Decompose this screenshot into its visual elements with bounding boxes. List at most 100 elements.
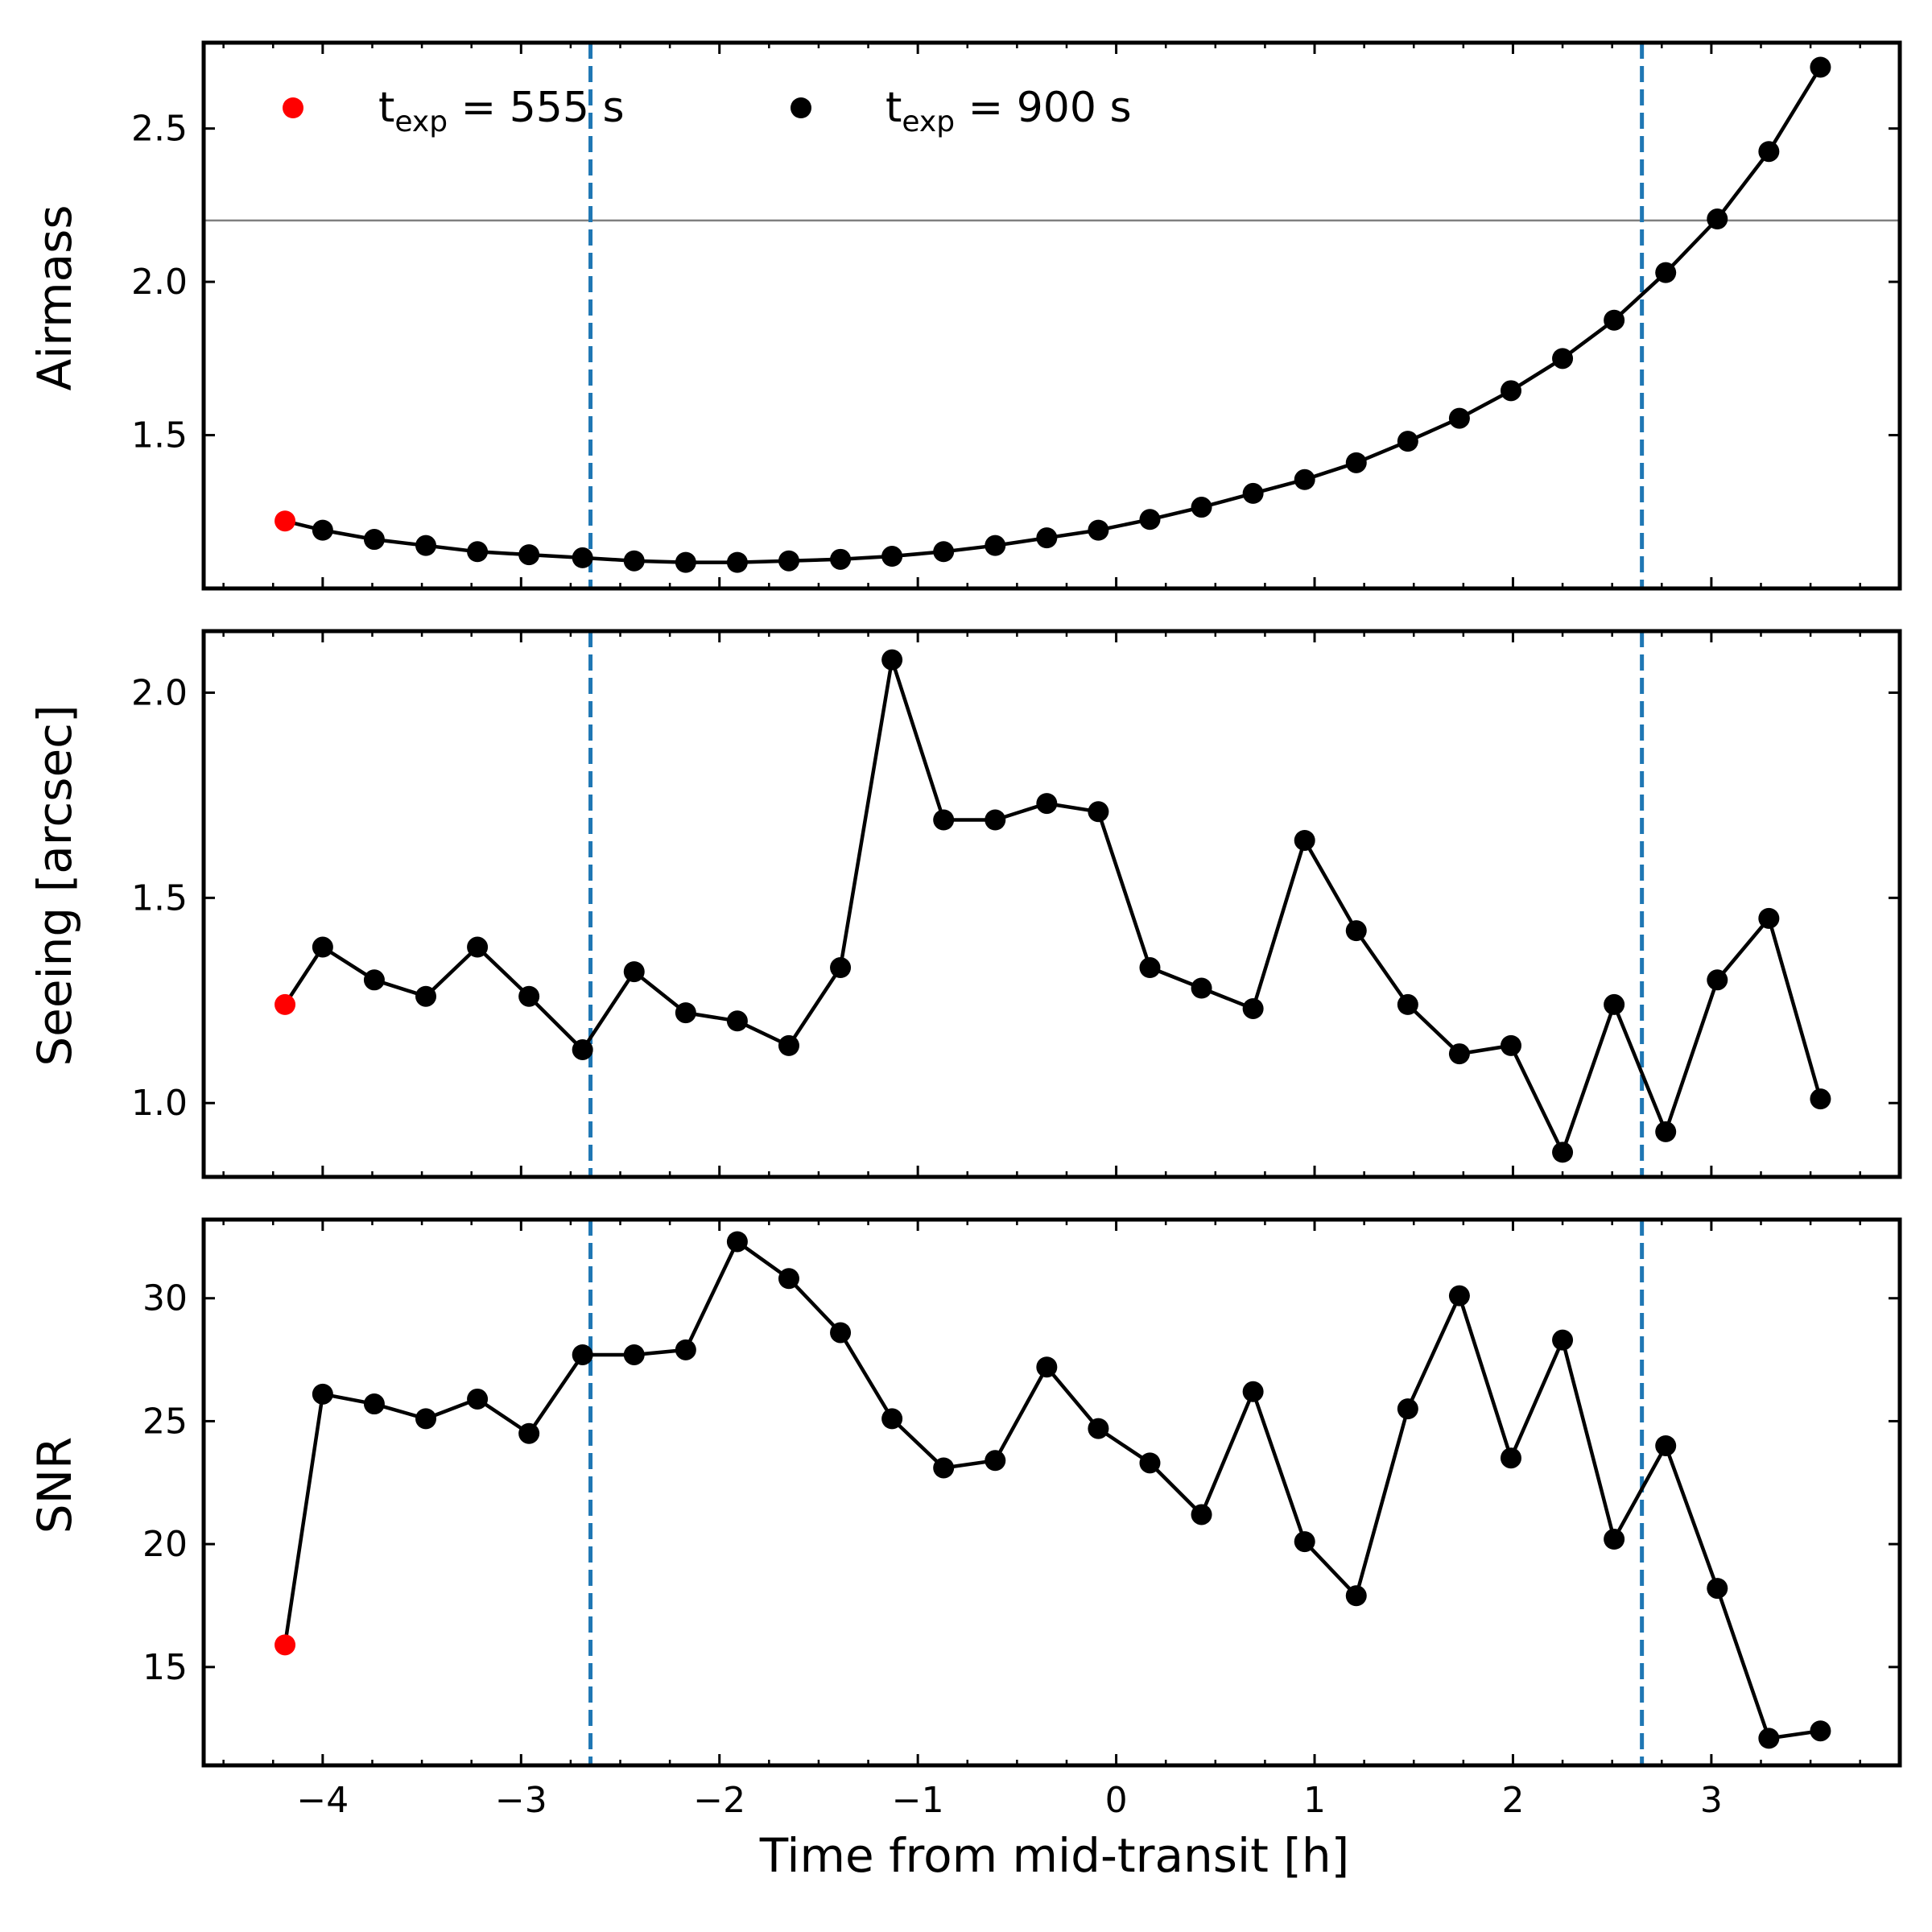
airmass-data-point [1242, 482, 1264, 504]
seeing-data-point [1242, 997, 1264, 1019]
snr-data-point [1758, 1728, 1780, 1749]
airmass-data-point [1397, 431, 1418, 452]
seeing-data-point [1036, 793, 1058, 815]
snr-data-point [1345, 1585, 1367, 1607]
seeing-data-point [985, 809, 1006, 831]
airmass-data-point [1758, 141, 1780, 163]
seeing-data-point [1397, 993, 1418, 1015]
snr-data-point [467, 1388, 489, 1410]
airmass-data-point [726, 551, 748, 573]
seeing-y-tick-label: 1.5 [131, 877, 188, 919]
snr-data-point [1552, 1329, 1574, 1351]
seeing-data-point [1345, 920, 1367, 942]
x-tick-label: 3 [1700, 1780, 1723, 1821]
snr-data-point [726, 1231, 748, 1253]
snr-data-point [881, 1408, 903, 1430]
snr-data-point [830, 1322, 852, 1344]
airmass-data-point [415, 535, 437, 556]
airmass-data-point [572, 547, 593, 568]
airmass-data-point [1139, 509, 1161, 530]
airmass-data-point [1707, 208, 1728, 230]
airmass-data-point [1810, 56, 1831, 78]
airmass-data-point [1294, 469, 1315, 490]
airmass-data-point [1655, 262, 1677, 283]
snr-data-point [572, 1344, 593, 1365]
x-tick-label: 2 [1501, 1780, 1524, 1821]
snr-y-tick-label: 15 [142, 1647, 188, 1688]
seeing-data-point [363, 969, 385, 991]
seeing-data-point [933, 809, 955, 831]
seeing-data-point [1552, 1141, 1574, 1163]
seeing-y-axis-label: Seeing [arcsec] [27, 704, 82, 1066]
x-tick-label: −2 [693, 1780, 745, 1821]
snr-data-point [1397, 1398, 1418, 1420]
seeing-data-point [1139, 957, 1161, 979]
seeing-panel: Seeing [arcsec] 1.0 1.5 2.0 [27, 629, 1902, 1179]
airmass-data-point [1552, 348, 1574, 369]
airmass-data-point [1036, 527, 1058, 549]
seeing-data-point [572, 1038, 593, 1060]
airmass-data-point [985, 535, 1006, 556]
airmass-data-point [1088, 519, 1109, 541]
seeing-data-point [1810, 1088, 1831, 1110]
airmass-data-point [881, 546, 903, 568]
airmass-data-point [1191, 497, 1212, 518]
snr-y-tick-label: 25 [142, 1401, 188, 1442]
seeing-data-point [1500, 1034, 1521, 1056]
snr-data-point [1604, 1529, 1625, 1550]
snr-data-point [623, 1344, 645, 1365]
snr-data-point [1707, 1578, 1728, 1600]
airmass-data-point [275, 510, 296, 532]
seeing-axes-frame [201, 629, 1902, 1179]
seeing-data-point [1448, 1043, 1470, 1065]
snr-y-tick-label: 30 [142, 1278, 188, 1319]
snr-y-tick-label: 20 [142, 1524, 188, 1565]
airmass-panel: Airmass texp = 555 s texp = 900 s 1.5 2.0… [27, 40, 1902, 591]
seeing-data-point [1088, 801, 1109, 823]
x-tick-label: −4 [296, 1780, 349, 1821]
snr-data-point [1139, 1452, 1161, 1474]
seeing-data-point [1758, 907, 1780, 929]
airmass-y-axis-label: Airmass [27, 204, 82, 390]
seeing-data-point [830, 957, 852, 979]
snr-data-point [675, 1339, 696, 1360]
seeing-y-tick-label: 2.0 [131, 672, 188, 713]
airmass-data-point [830, 548, 852, 570]
legend-marker-555s [283, 97, 303, 118]
airmass-data-point [623, 550, 645, 572]
seeing-data-point [778, 1034, 799, 1056]
seeing-data-point [467, 936, 489, 958]
seeing-data-point [1655, 1121, 1677, 1142]
seeing-data-point [275, 993, 296, 1015]
snr-axes-frame [201, 1217, 1902, 1768]
x-tick-label: 1 [1303, 1780, 1326, 1821]
airmass-y-tick-label: 2.5 [131, 109, 188, 150]
snr-data-point [363, 1393, 385, 1415]
airmass-data-point [467, 541, 489, 563]
snr-data-point [1294, 1531, 1315, 1553]
snr-data-point [1500, 1447, 1521, 1469]
snr-data-point [778, 1268, 799, 1290]
airmass-data-point [1500, 380, 1521, 402]
x-tick-label: 0 [1105, 1780, 1128, 1821]
seeing-data-point [1707, 969, 1728, 991]
legend-marker-900s [791, 97, 811, 118]
airmass-data-point [1604, 309, 1625, 331]
airmass-y-tick-label: 2.0 [131, 262, 188, 303]
airmass-data-point [1345, 452, 1367, 473]
snr-data-point [1810, 1720, 1831, 1742]
x-axis-label: Time from mid-transit [h] [759, 1828, 1350, 1883]
seeing-y-tick-label: 1.0 [131, 1083, 188, 1124]
airmass-y-tick-label: 1.5 [131, 415, 188, 456]
seeing-data-point [518, 985, 540, 1007]
snr-data-point [1191, 1504, 1212, 1525]
airmass-data-point [312, 519, 333, 541]
seeing-data-point [1191, 977, 1212, 999]
seeing-data-point [312, 936, 333, 958]
snr-data-point [985, 1450, 1006, 1472]
snr-data-point [1242, 1381, 1264, 1402]
snr-data-point [518, 1422, 540, 1444]
seeing-data-point [881, 649, 903, 671]
airmass-data-point [675, 551, 696, 573]
